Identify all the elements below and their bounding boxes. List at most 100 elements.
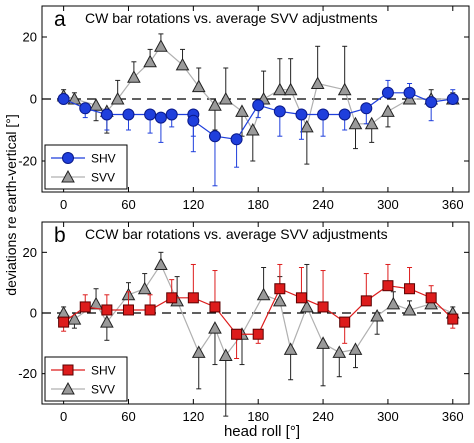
data-point-square (274, 283, 286, 295)
data-point-triangle (310, 76, 325, 89)
data-point-triangle (89, 98, 103, 111)
data-point-square (252, 328, 264, 340)
data-point-circle (273, 105, 286, 118)
data-point-triangle (316, 336, 330, 349)
data-point-square (122, 304, 134, 316)
legend: SHV SVV (44, 356, 128, 402)
data-point-triangle (348, 116, 363, 130)
data-point-circle (165, 108, 178, 121)
data-point-triangle (300, 299, 314, 313)
legend-box (44, 356, 128, 402)
series-shv (57, 79, 459, 187)
panel-b: 0 60 120 180 240 300 360 -20 0 20 b CCW bar rotatio… (18, 221, 470, 424)
data-point-triangle (245, 122, 260, 136)
legend-marker-triangle (61, 381, 75, 395)
data-point-circle (317, 108, 330, 121)
x-tick-label: 60 (121, 197, 135, 212)
data-point-square (360, 295, 372, 307)
panel-letter: b (54, 224, 66, 247)
data-point-circle (295, 108, 308, 121)
y-tick-label: -20 (18, 366, 37, 381)
data-point-triangle (208, 321, 222, 334)
data-point-circle (338, 108, 351, 121)
data-point-circle (187, 114, 200, 127)
data-point-square (404, 283, 416, 295)
data-point-triangle (208, 98, 222, 111)
data-point-circle (446, 93, 459, 105)
data-point-triangle (283, 82, 298, 96)
x-tick-label: 0 (60, 409, 67, 424)
legend-marker-square (62, 364, 74, 376)
data-point-circle (122, 108, 135, 121)
data-point-triangle (137, 281, 152, 295)
data-point-square (209, 301, 221, 313)
data-point-square (447, 313, 459, 325)
shared-x-axis-label: head roll [°] (224, 423, 300, 440)
data-point-square (144, 304, 156, 316)
data-point-triangle (348, 342, 363, 355)
data-point-triangle (127, 70, 141, 83)
data-point-triangle (256, 287, 271, 301)
x-tick-label: 300 (377, 197, 399, 212)
data-point-circle (100, 108, 113, 121)
data-point-circle (208, 130, 221, 143)
data-point-square (295, 292, 307, 304)
x-tick-label: 240 (312, 197, 334, 212)
data-point-triangle (283, 342, 298, 355)
data-point-triangle (100, 315, 114, 328)
legend-marker-triangle (61, 169, 75, 183)
data-point-square (101, 304, 113, 316)
x-tick-label: 0 (60, 197, 67, 212)
data-point-triangle (175, 57, 190, 71)
data-point-circle (252, 99, 265, 112)
data-point-circle (403, 86, 416, 99)
data-point-triangle (424, 296, 439, 310)
data-point-square (339, 316, 351, 328)
data-point-triangle (191, 345, 206, 358)
data-point-triangle (272, 293, 287, 307)
x-tick-label: 180 (247, 409, 269, 424)
y-tick-label: 0 (30, 92, 37, 107)
series-line (63, 285, 454, 335)
legend-label: SVV (91, 383, 115, 397)
x-tick-label: 180 (247, 197, 269, 212)
panel-a: 0 60 120 180 240 300 360 -20 0 20 a CW bar rotation… (18, 5, 470, 212)
data-point-square (79, 301, 91, 313)
legend: SHV SVV (44, 144, 128, 190)
data-point-triangle (381, 104, 395, 117)
data-point-square (58, 316, 70, 328)
legend-label: SVV (91, 171, 115, 185)
y-tick-label: 20 (23, 30, 37, 45)
data-point-triangle (67, 312, 82, 325)
x-tick-label: 360 (442, 409, 464, 424)
data-point-triangle (235, 104, 249, 117)
x-tick-label: 60 (121, 409, 135, 424)
panel-letter: a (54, 8, 66, 31)
data-point-triangle (386, 296, 401, 310)
data-point-triangle (218, 348, 233, 361)
data-point-triangle (110, 91, 125, 105)
chart-title: CW bar rotations vs. average SVV adjustm… (85, 10, 378, 26)
legend-label: SHV (91, 364, 116, 378)
data-point-circle (360, 102, 373, 115)
data-point-triangle (272, 82, 287, 96)
legend-box (44, 144, 128, 190)
data-point-square (317, 301, 329, 313)
data-point-triangle (337, 82, 352, 96)
data-point-triangle (89, 296, 103, 310)
data-point-circle (79, 102, 92, 115)
series-shv (58, 263, 459, 359)
data-point-triangle (370, 308, 384, 322)
data-point-square (231, 328, 243, 340)
shared-y-axis-label: deviations re earth-vertical [°] (3, 114, 19, 295)
data-point-square (425, 292, 437, 304)
data-point-triangle (191, 79, 206, 93)
data-point-triangle (300, 119, 314, 133)
data-point-circle (144, 108, 157, 121)
chart-title: CCW bar rotations vs. average SVV adjust… (85, 226, 388, 242)
y-tick-label: 20 (23, 245, 37, 260)
data-point-circle (154, 111, 167, 124)
data-point-square (166, 292, 178, 304)
data-point-circle (230, 133, 243, 146)
